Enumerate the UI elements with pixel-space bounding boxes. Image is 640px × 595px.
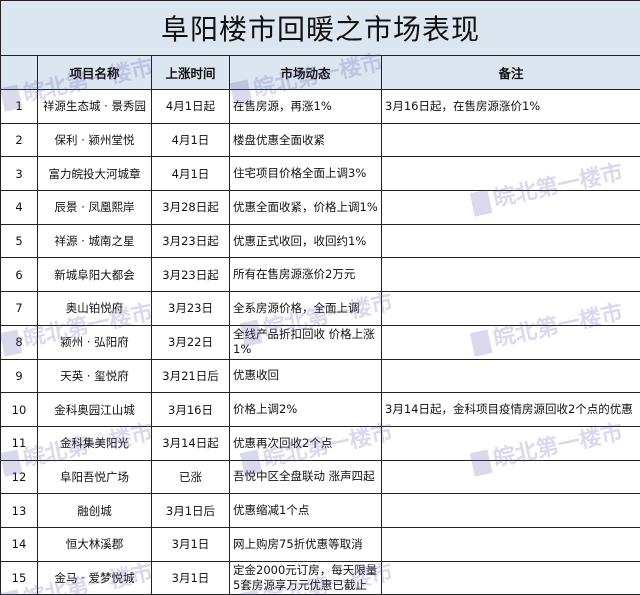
cell-time: 已涨 bbox=[151, 459, 230, 495]
cell-no: 4 bbox=[0, 190, 38, 225]
cell-time: 3月23日起 bbox=[151, 223, 230, 259]
cell-name: 富力皖投大河城章 bbox=[37, 156, 152, 192]
cell-no: 1 bbox=[0, 89, 38, 124]
cell-time: 3月1日 bbox=[151, 526, 230, 562]
cell-status: 全系房源价格，全面上调 bbox=[229, 291, 382, 326]
cell-time: 4月1日 bbox=[151, 122, 230, 158]
cell-time: 3月14日起 bbox=[151, 425, 230, 461]
header-time: 上涨时间 bbox=[151, 55, 230, 90]
cell-no: 7 bbox=[0, 291, 38, 326]
table-row: 9 天英 · 玺悦府 3月21日后 优惠收回 bbox=[0, 358, 640, 394]
cell-name: 金科集美阳光 bbox=[37, 425, 152, 461]
cell-time: 3月28日起 bbox=[151, 190, 230, 225]
table-row: 12 阜阳吾悦广场 已涨 吾悦中区全盘联动 涨声四起 bbox=[0, 459, 640, 495]
cell-status: 住宅项目价格全面上调3% bbox=[229, 156, 382, 192]
table-row: 4 辰景 · 凤凰熙岸 3月28日起 优惠全面收紧，价格上调1% bbox=[0, 190, 640, 225]
cell-name: 祥源 · 城南之星 bbox=[37, 223, 152, 259]
cell-no: 8 bbox=[0, 324, 38, 360]
cell-no: 9 bbox=[0, 358, 38, 394]
cell-name: 颍州 · 弘阳府 bbox=[37, 324, 152, 360]
table-row: 15 金马 · 爱梦悦城 3月1日 定金2000元订房，每天限量5套房源享万元优惠已截… bbox=[0, 560, 640, 595]
cell-time: 3月1日后 bbox=[151, 493, 230, 528]
cell-no: 13 bbox=[0, 493, 38, 528]
cell-note bbox=[381, 425, 640, 461]
cell-no: 12 bbox=[0, 459, 38, 495]
cell-time: 4月1日 bbox=[151, 156, 230, 192]
cell-note bbox=[381, 122, 640, 158]
table-row: 13 融创城 3月1日后 优惠缩减1个点 bbox=[0, 493, 640, 528]
cell-note bbox=[381, 291, 640, 326]
table-row: 14 恒大林溪郡 3月1日 网上购房75折优惠等取消 bbox=[0, 526, 640, 562]
cell-note bbox=[381, 526, 640, 562]
cell-note bbox=[381, 358, 640, 394]
cell-time: 3月16日 bbox=[151, 392, 230, 427]
cell-status: 定金2000元订房，每天限量5套房源享万元优惠已截止 bbox=[229, 560, 382, 595]
cell-no: 15 bbox=[0, 560, 38, 595]
cell-status: 在售房源，再涨1% bbox=[229, 89, 382, 124]
cell-no: 6 bbox=[0, 257, 38, 293]
table-row: 6 新城阜阳大都会 3月23日起 所有在售房源涨价2万元 bbox=[0, 257, 640, 293]
table-row: 7 奥山铂悦府 3月23日 全系房源价格，全面上调 bbox=[0, 291, 640, 326]
cell-note bbox=[381, 257, 640, 293]
cell-note bbox=[381, 156, 640, 192]
cell-name: 金马 · 爱梦悦城 bbox=[37, 560, 152, 595]
cell-time: 3月1日 bbox=[151, 560, 230, 595]
header-name: 项目名称 bbox=[37, 55, 152, 90]
cell-time: 3月23日 bbox=[151, 291, 230, 326]
cell-note bbox=[381, 324, 640, 360]
table-row: 5 祥源 · 城南之星 3月23日起 优惠正式收回，收回约1% bbox=[0, 223, 640, 259]
cell-status: 楼盘优惠全面收紧 bbox=[229, 122, 382, 158]
cell-name: 恒大林溪郡 bbox=[37, 526, 152, 562]
cell-name: 新城阜阳大都会 bbox=[37, 257, 152, 293]
cell-no: 10 bbox=[0, 392, 38, 427]
cell-status: 价格上调2% bbox=[229, 392, 382, 427]
cell-no: 3 bbox=[0, 156, 38, 192]
cell-note: 3月16日起，在售房源涨价1% bbox=[381, 89, 640, 124]
cell-name: 金科奥园江山城 bbox=[37, 392, 152, 427]
cell-name: 奥山铂悦府 bbox=[37, 291, 152, 326]
cell-time: 3月22日 bbox=[151, 324, 230, 360]
table-row: 10 金科奥园江山城 3月16日 价格上调2% 3月14日起，金科项目疫情房源回收2个点… bbox=[0, 392, 640, 427]
cell-no: 14 bbox=[0, 526, 38, 562]
cell-no: 5 bbox=[0, 223, 38, 259]
cell-status: 所有在售房源涨价2万元 bbox=[229, 257, 382, 293]
table-row: 2 保利 · 颍州堂悦 4月1日 楼盘优惠全面收紧 bbox=[0, 122, 640, 158]
cell-time: 4月1日起 bbox=[151, 89, 230, 124]
cell-status: 吾悦中区全盘联动 涨声四起 bbox=[229, 459, 382, 495]
cell-status: 优惠再次回收2个点 bbox=[229, 425, 382, 461]
cell-note bbox=[381, 190, 640, 225]
cell-status: 优惠缩减1个点 bbox=[229, 493, 382, 528]
cell-no: 2 bbox=[0, 122, 38, 158]
cell-status: 网上购房75折优惠等取消 bbox=[229, 526, 382, 562]
table-row: 11 金科集美阳光 3月14日起 优惠再次回收2个点 bbox=[0, 425, 640, 461]
cell-note bbox=[381, 560, 640, 595]
cell-name: 融创城 bbox=[37, 493, 152, 528]
header-row: 项目名称 上涨时间 市场动态 备注 bbox=[0, 55, 640, 90]
cell-note: 3月14日起，金科项目疫情房源回收2个点的优惠 bbox=[381, 392, 640, 427]
cell-note bbox=[381, 459, 640, 495]
cell-name: 辰景 · 凤凰熙岸 bbox=[37, 190, 152, 225]
cell-note bbox=[381, 493, 640, 528]
cell-time: 3月23日起 bbox=[151, 257, 230, 293]
header-status: 市场动态 bbox=[229, 55, 382, 90]
table-title: 阜阳楼市回暖之市场表现 bbox=[0, 0, 640, 56]
table-row: 1 祥源生态城 · 景秀园 4月1日起 在售房源，再涨1% 3月16日起，在售房源涨价1… bbox=[0, 89, 640, 124]
header-no bbox=[0, 55, 38, 90]
cell-status: 全线产品折扣回收 价格上涨1% bbox=[229, 324, 382, 360]
cell-status: 优惠收回 bbox=[229, 358, 382, 394]
cell-name: 祥源生态城 · 景秀园 bbox=[37, 89, 152, 124]
table-row: 8 颍州 · 弘阳府 3月22日 全线产品折扣回收 价格上涨1% bbox=[0, 324, 640, 360]
cell-time: 3月21日后 bbox=[151, 358, 230, 394]
header-note: 备注 bbox=[381, 55, 640, 90]
cell-no: 11 bbox=[0, 425, 38, 461]
cell-status: 优惠全面收紧，价格上调1% bbox=[229, 190, 382, 225]
cell-status: 优惠正式收回，收回约1% bbox=[229, 223, 382, 259]
cell-name: 天英 · 玺悦府 bbox=[37, 358, 152, 394]
cell-name: 阜阳吾悦广场 bbox=[37, 459, 152, 495]
cell-note bbox=[381, 223, 640, 259]
table-row: 3 富力皖投大河城章 4月1日 住宅项目价格全面上调3% bbox=[0, 156, 640, 192]
cell-name: 保利 · 颍州堂悦 bbox=[37, 122, 152, 158]
